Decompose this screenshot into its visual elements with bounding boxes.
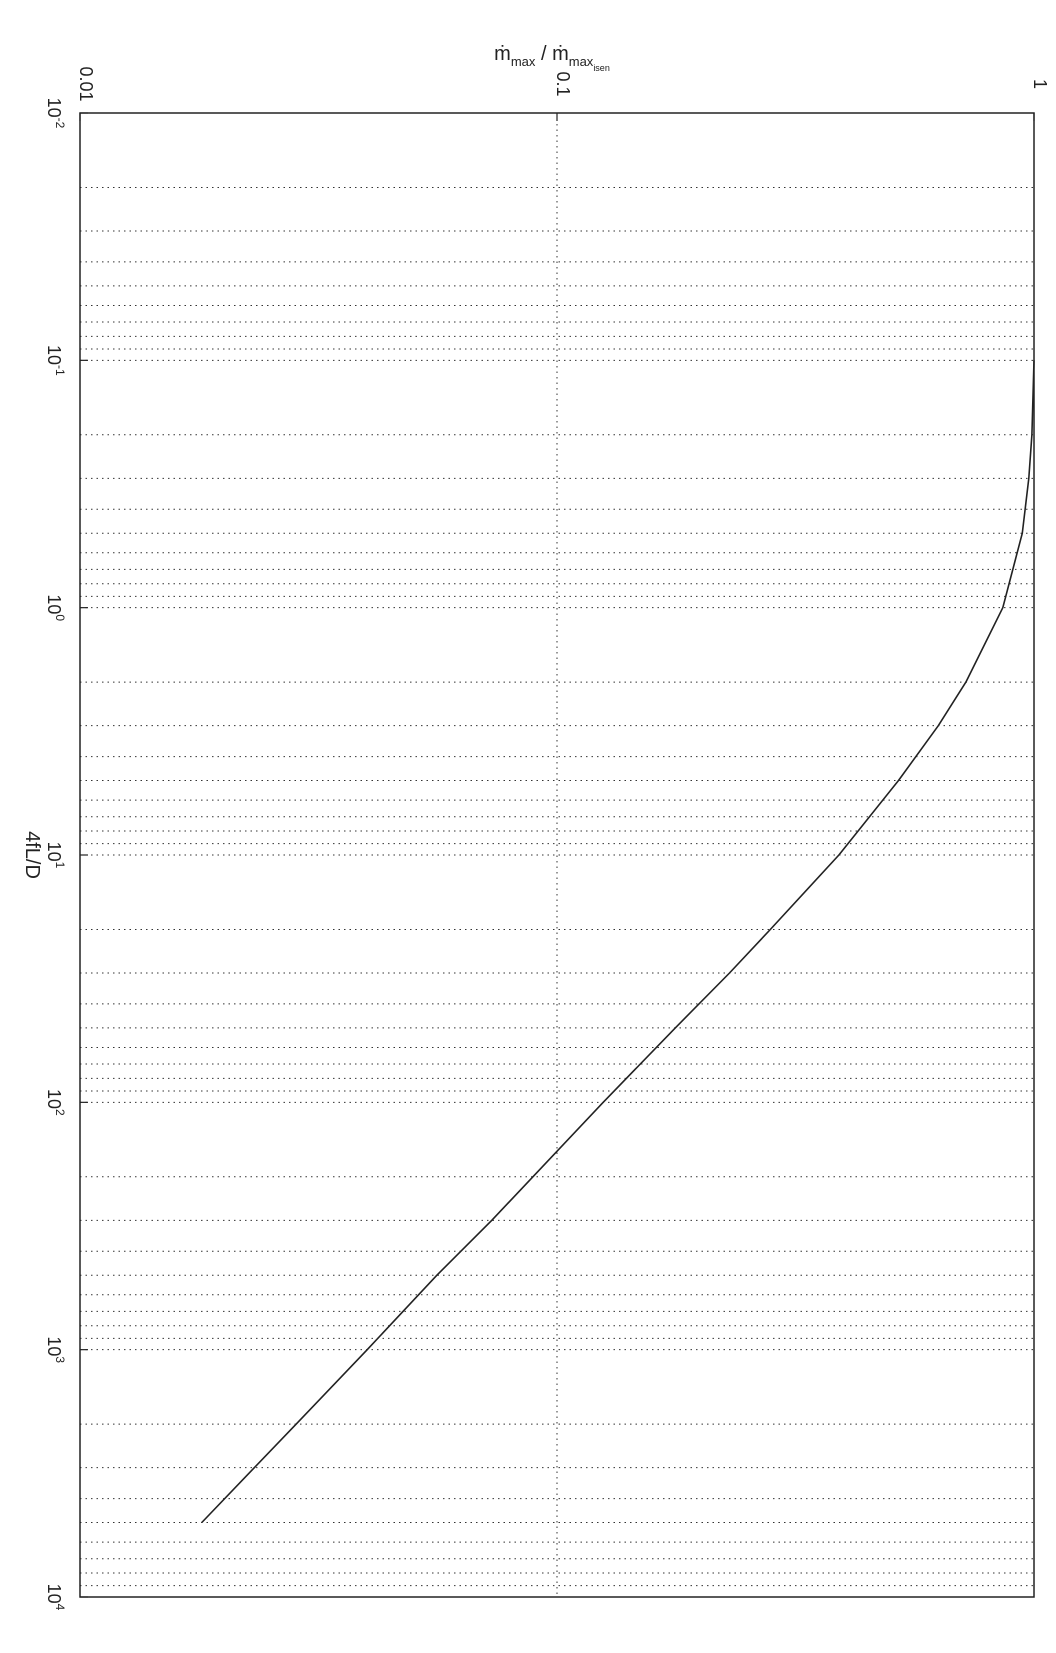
y-tick-label: 0.01 — [76, 66, 96, 101]
x-tick-base: 10 — [44, 345, 64, 365]
x-tick-base: 10 — [44, 594, 64, 614]
x-tick-text: 10-1 — [44, 345, 67, 376]
x-tick-label: 10-1 — [44, 345, 67, 376]
x-tick-exp: -1 — [53, 365, 67, 376]
x-tick-text: 10-2 — [44, 98, 67, 129]
y-tick-labels: 0.01 0.1 1 — [76, 66, 1050, 121]
x-tick-base: 10 — [44, 1336, 64, 1356]
x-tick-exp: -2 — [53, 118, 67, 129]
x-tick-text: 102 — [44, 1089, 67, 1116]
x-tick-label: 102 — [44, 1089, 67, 1116]
y-label-separator: / — [535, 43, 552, 65]
x-tick-exp: 0 — [53, 614, 67, 621]
x-tick-text: 103 — [44, 1336, 67, 1363]
y-tick-label: 0.1 — [553, 71, 573, 96]
y-label-sub-2: max — [569, 54, 594, 69]
y-label-sub-1: max — [511, 54, 536, 69]
x-tick-exp: 4 — [53, 1604, 67, 1611]
x-tick-text: 104 — [44, 1584, 67, 1611]
y-label-base-1: ṁ — [494, 43, 511, 65]
y-label-base-2: ṁ — [552, 43, 569, 65]
x-tick-label: 103 — [44, 1336, 67, 1363]
y-axis-label: ṁmax / ṁmaxisen — [494, 43, 610, 73]
x-tick-text: 101 — [44, 842, 67, 869]
x-tick-label: 100 — [44, 594, 67, 621]
x-tick-exp: 1 — [53, 862, 67, 869]
x-tick-text: 100 — [44, 594, 67, 621]
series-line-1 — [201, 360, 1035, 1524]
y-label-subsub: isen — [593, 63, 610, 73]
x-tick-base: 10 — [44, 1089, 64, 1109]
x-tick-base: 10 — [44, 98, 64, 118]
series-layer — [201, 360, 1035, 1524]
y-tick-label: 1 — [1030, 79, 1050, 89]
x-tick-label: 104 — [44, 1584, 67, 1611]
x-tick-label: 10-2 — [44, 98, 67, 129]
x-tick-exp: 2 — [53, 1109, 67, 1116]
x-tick-base: 10 — [44, 842, 64, 862]
x-axis-label: 4fL/D — [21, 831, 43, 879]
x-tick-exp: 3 — [53, 1356, 67, 1363]
x-tick-base: 10 — [44, 1584, 64, 1604]
grid — [80, 113, 1034, 1597]
x-tick-label: 101 — [44, 842, 67, 869]
